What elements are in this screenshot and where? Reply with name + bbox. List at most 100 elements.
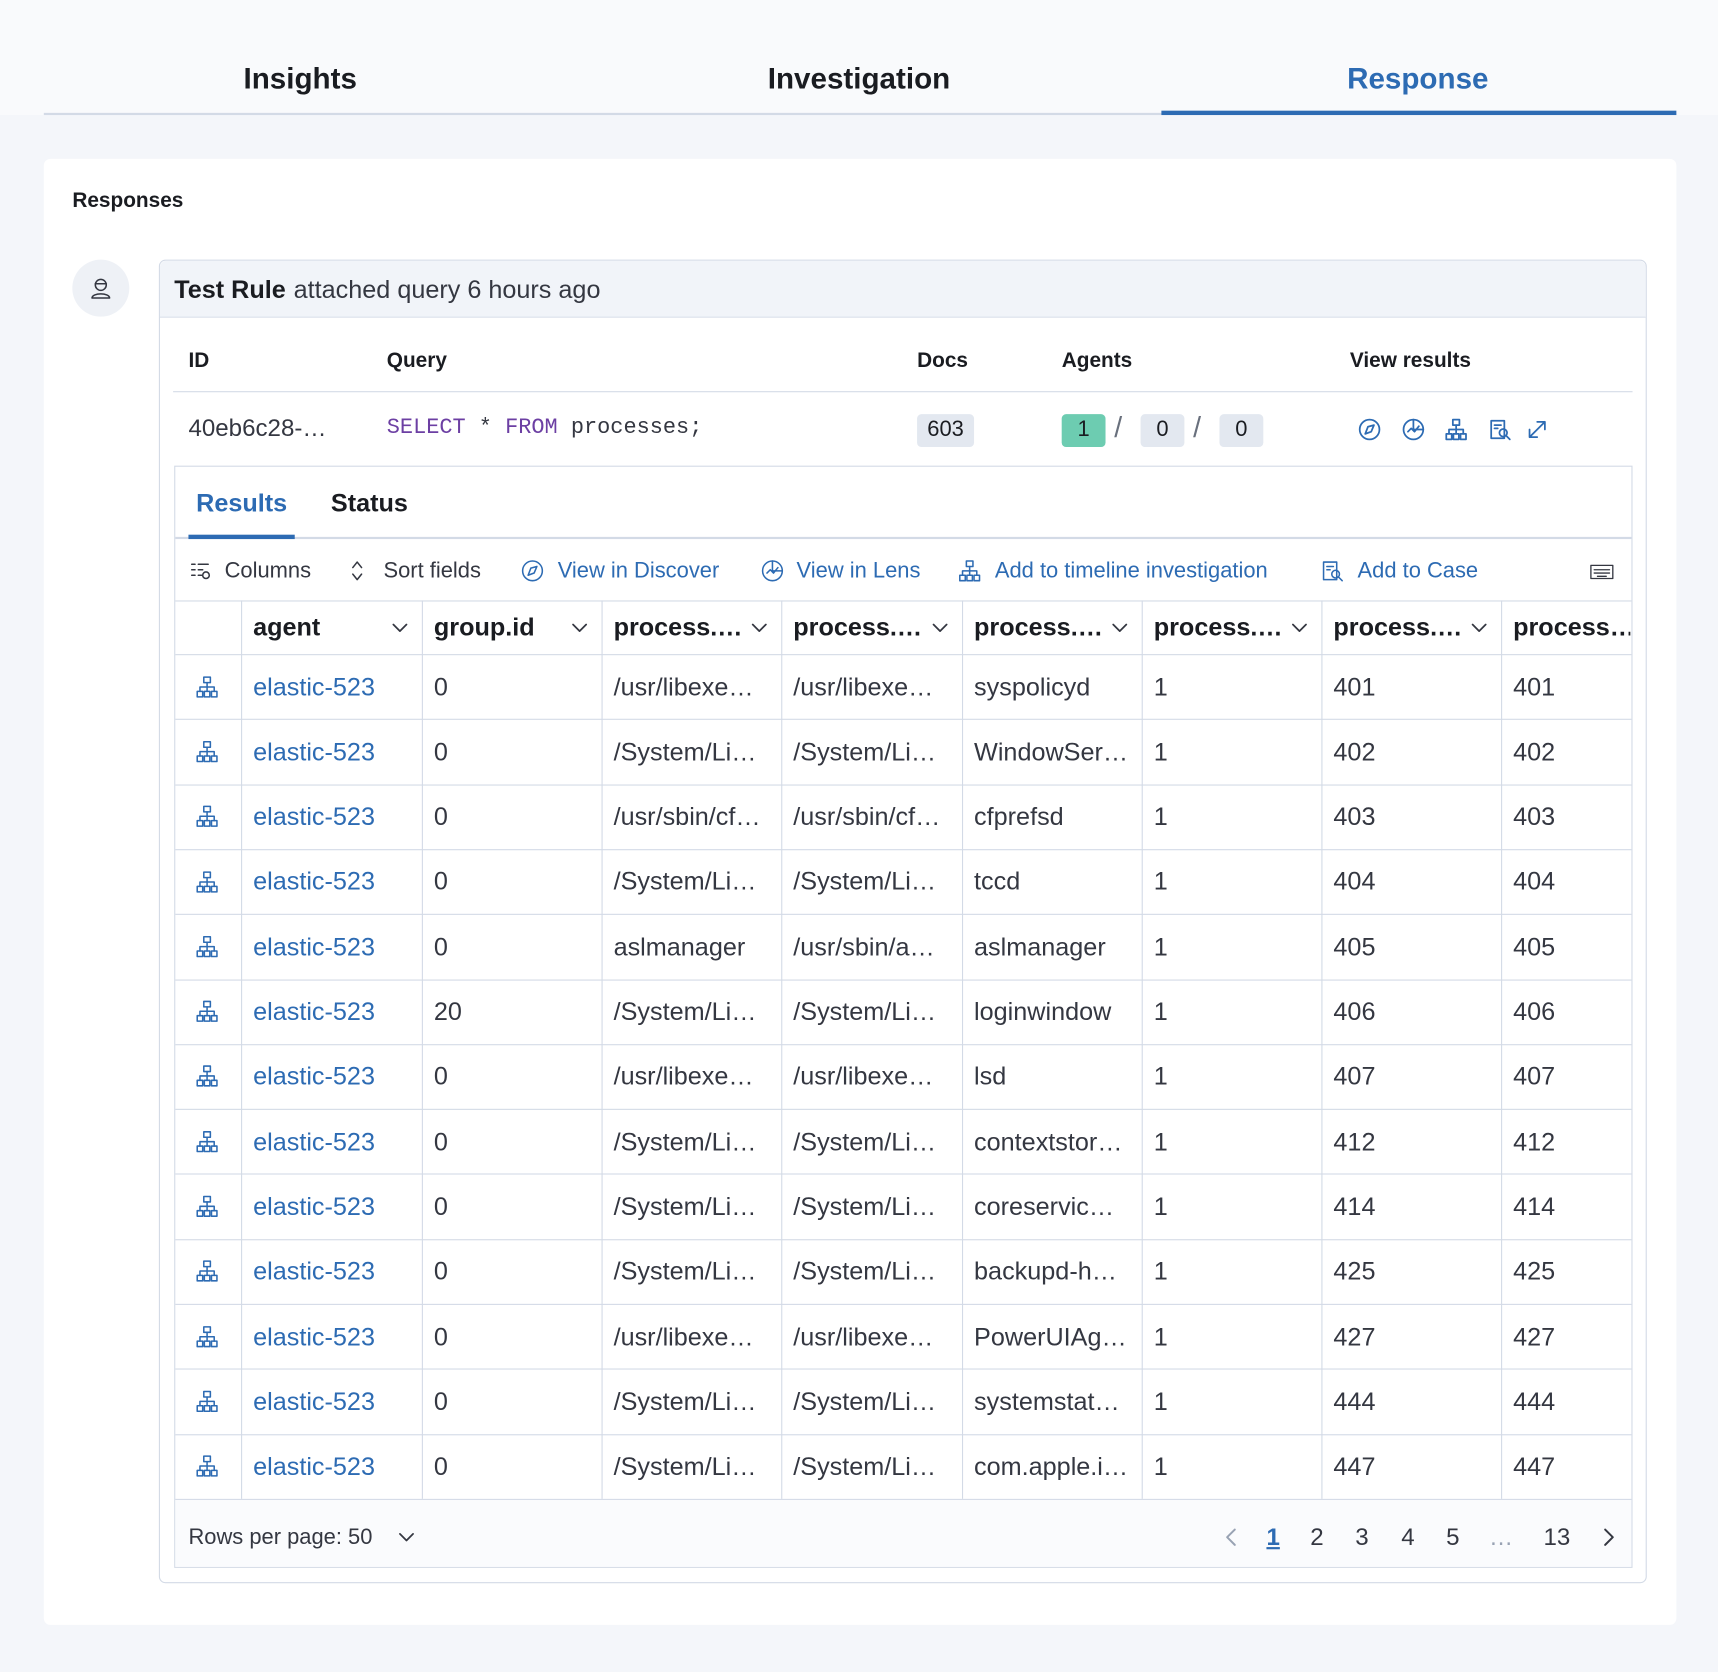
- agent-link[interactable]: elastic-523: [253, 1451, 375, 1481]
- grid-cell: 1: [1153, 1256, 1168, 1286]
- row-action-icon[interactable]: [195, 1454, 219, 1478]
- row-action-icon[interactable]: [195, 1389, 219, 1413]
- agents-failed-bg: [1219, 414, 1264, 448]
- grid-column-header[interactable]: process.…: [1333, 612, 1463, 642]
- results-tab[interactable]: Results: [196, 488, 288, 518]
- row-action-icon[interactable]: [195, 1259, 219, 1283]
- agent-link[interactable]: elastic-523: [253, 997, 375, 1026]
- grid-column-header[interactable]: process.…: [793, 612, 923, 642]
- grid-cell: /usr/libexe…: [613, 672, 754, 701]
- agent-link[interactable]: elastic-523: [253, 672, 375, 701]
- agent-link[interactable]: elastic-523: [253, 1256, 375, 1286]
- grid-cell: 444: [1513, 1386, 1556, 1416]
- sort-chevron: [572, 623, 588, 632]
- row-action-icon[interactable]: [195, 740, 219, 764]
- page-link[interactable]: 5: [1446, 1522, 1460, 1550]
- grid-cell: /System/Li…: [613, 997, 757, 1026]
- prev-page: [1226, 1528, 1236, 1546]
- view-result-icon[interactable]: [1525, 417, 1549, 441]
- agents-success-bg: [1061, 414, 1106, 448]
- grid-column-divider: [601, 600, 603, 1499]
- toolbar-button[interactable]: View in Lens: [796, 558, 921, 583]
- grid-cell: /usr/libexe…: [613, 1321, 754, 1351]
- grid-column-header[interactable]: process.…: [1153, 612, 1283, 642]
- grid-cell: 1: [1153, 672, 1168, 701]
- grid-cell: 401: [1513, 672, 1556, 701]
- view-result-icon[interactable]: [1358, 417, 1382, 441]
- tab[interactable]: Insights: [243, 62, 357, 96]
- page-link[interactable]: 4: [1401, 1522, 1415, 1550]
- grid-cell: 0: [433, 867, 448, 896]
- grid-column-header[interactable]: group.id: [433, 612, 535, 642]
- row-action-icon[interactable]: [195, 1324, 219, 1348]
- grid-cell: /usr/libexe…: [793, 1062, 934, 1091]
- tab[interactable]: Response: [1347, 62, 1489, 96]
- row-action-icon[interactable]: [195, 999, 219, 1023]
- grid-cell: 0: [433, 1321, 448, 1351]
- row-action-icon[interactable]: [195, 934, 219, 958]
- grid-row-divider: [175, 1498, 1632, 1500]
- row-action-icon[interactable]: [195, 675, 219, 699]
- grid-cell: /System/Li…: [613, 1256, 757, 1286]
- grid-column-divider: [421, 600, 423, 1499]
- rows-per-page[interactable]: Rows per page: 50: [188, 1525, 373, 1550]
- grid-column-header[interactable]: process.…: [613, 612, 743, 642]
- view-result-icon[interactable]: [1401, 417, 1425, 441]
- query-token: *: [478, 415, 492, 441]
- results-tabs-divider: [175, 536, 1632, 540]
- docs-badge-bg: [917, 414, 975, 448]
- view-result-icon[interactable]: [1444, 417, 1468, 441]
- grid-cell: /System/Li…: [793, 1127, 937, 1156]
- current-page[interactable]: 1: [1266, 1522, 1280, 1550]
- view-result-icon[interactable]: [1488, 417, 1512, 441]
- grid-cell: cfprefsd: [974, 802, 1064, 831]
- toolbar-button[interactable]: Add to Case: [1357, 558, 1479, 583]
- grid-cell: 1: [1153, 1127, 1168, 1156]
- row-action-icon[interactable]: [195, 869, 219, 893]
- grid-cell: 0: [433, 932, 448, 961]
- agent-link[interactable]: elastic-523: [253, 1062, 375, 1091]
- grid-row-divider: [175, 1303, 1632, 1305]
- agent-link[interactable]: elastic-523: [253, 737, 375, 766]
- grid-column-divider: [961, 600, 964, 1499]
- page-link[interactable]: 3: [1355, 1522, 1369, 1550]
- toolbar-button[interactable]: Sort fields: [383, 558, 481, 583]
- agent-link[interactable]: elastic-523: [253, 1192, 375, 1221]
- toolbar-button[interactable]: View in Discover: [557, 558, 720, 583]
- agent-separator: /: [1114, 410, 1123, 444]
- grid-cell: systemstat…: [974, 1386, 1120, 1416]
- agents-pending: 0: [1156, 417, 1169, 442]
- agent-link[interactable]: elastic-523: [253, 1127, 375, 1156]
- grid-footer: [175, 1499, 1632, 1567]
- agent-link[interactable]: elastic-523: [253, 867, 375, 896]
- agent-link[interactable]: elastic-523: [253, 802, 375, 831]
- row-action-icon[interactable]: [195, 1064, 219, 1088]
- grid-column-header[interactable]: agent: [253, 612, 321, 642]
- page-link[interactable]: 13: [1543, 1522, 1571, 1550]
- grid-column-header[interactable]: process…: [1513, 612, 1631, 642]
- grid-column-divider: [1501, 600, 1503, 1499]
- results-tab[interactable]: Status: [330, 488, 408, 518]
- page-link[interactable]: 2: [1310, 1522, 1324, 1550]
- toolbar-icon: [761, 560, 784, 582]
- grid-cell: 1: [1153, 997, 1168, 1026]
- grid-column-header[interactable]: process.…: [974, 612, 1103, 642]
- row-action-icon[interactable]: [195, 804, 219, 828]
- toolbar-button[interactable]: Columns: [224, 558, 312, 583]
- agent-link[interactable]: elastic-523: [253, 1321, 375, 1351]
- grid-cell: /System/Li…: [613, 1127, 757, 1156]
- grid-cell: aslmanager: [613, 932, 746, 961]
- grid-cell: /System/Li…: [793, 1256, 937, 1286]
- agent-link[interactable]: elastic-523: [253, 1386, 375, 1416]
- sort-chevron: [1112, 623, 1128, 632]
- toolbar-button[interactable]: Add to timeline investigation: [994, 558, 1268, 583]
- grid-row-divider: [175, 913, 1632, 916]
- row-action-icon[interactable]: [195, 1129, 219, 1153]
- grid-cell: /System/Li…: [793, 737, 937, 766]
- row-action-icon[interactable]: [195, 1194, 219, 1218]
- tab[interactable]: Investigation: [767, 62, 951, 96]
- query-id: 40eb6c28-…: [188, 413, 327, 442]
- grid-row-divider: [175, 1173, 1632, 1175]
- agent-link[interactable]: elastic-523: [253, 932, 375, 961]
- grid-cell: 1: [1153, 932, 1168, 961]
